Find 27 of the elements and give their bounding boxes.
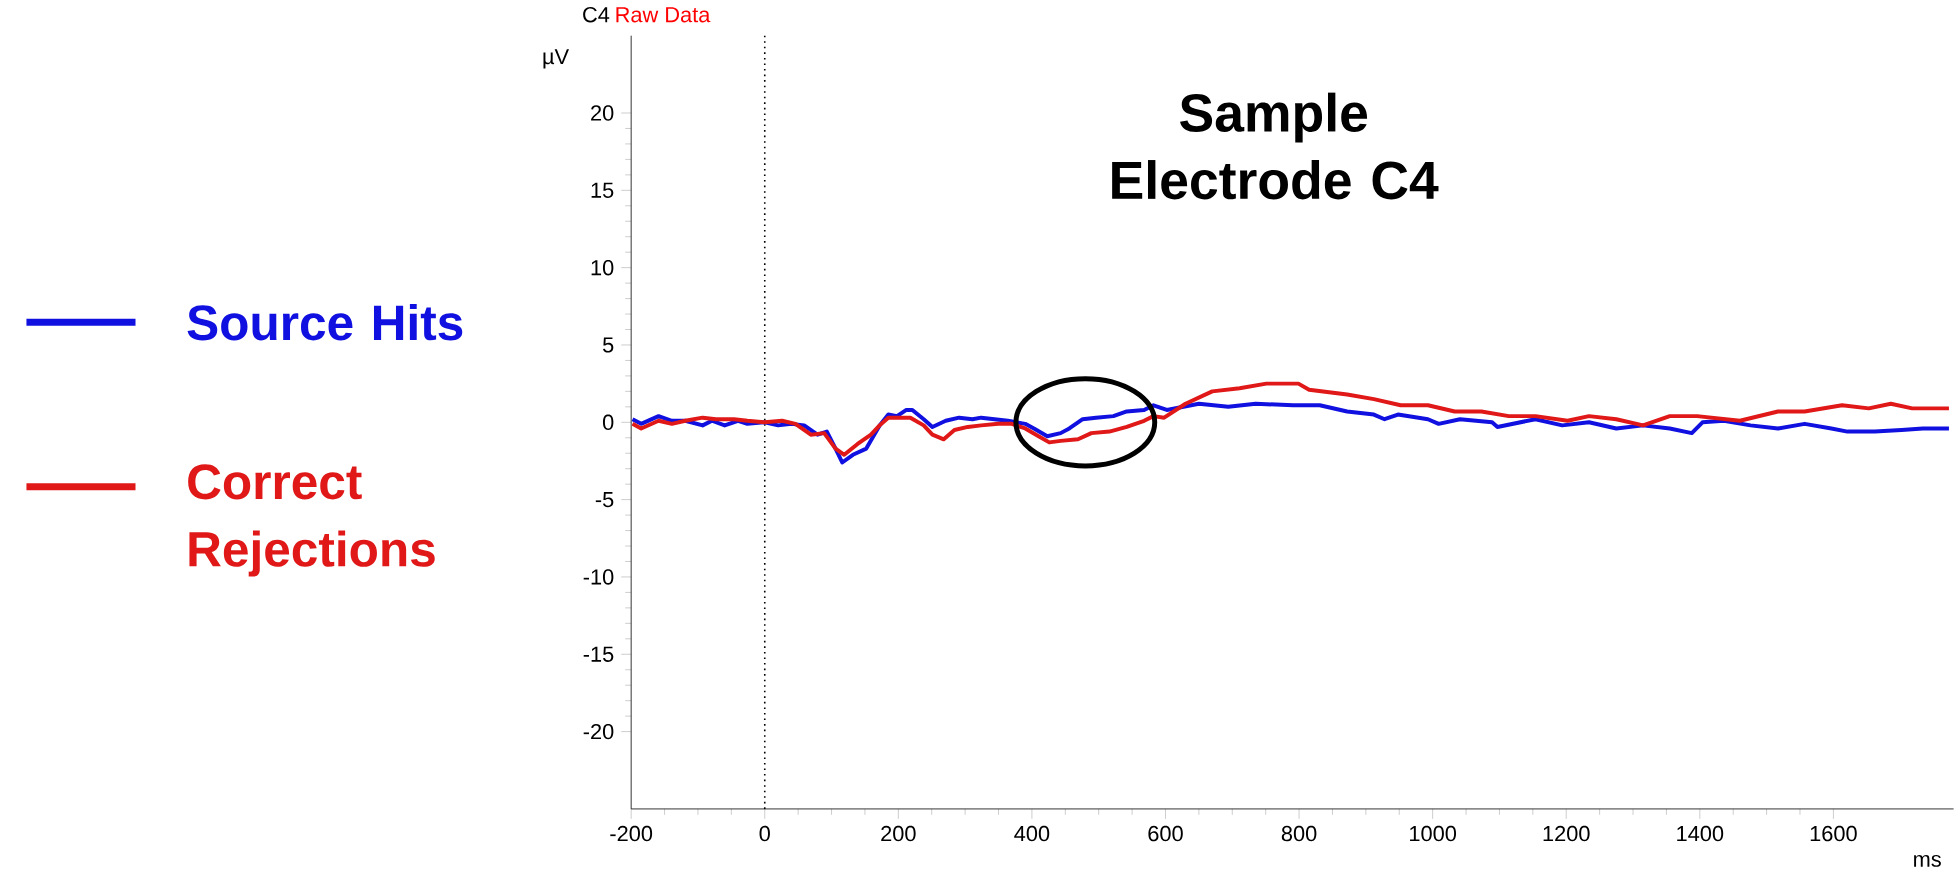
y-tick-label: -15 (583, 646, 614, 662)
x-tick-label: 200 (881, 825, 916, 842)
y-tick-label: -5 (595, 491, 614, 508)
text: Sample Electrode C4 (1112, 92, 1439, 200)
x-tick-label: 1400 (1677, 825, 1724, 842)
line-series (630, 381, 1951, 457)
y-tick-label: 20 (591, 105, 614, 121)
x-tick-label: 1000 (1410, 825, 1457, 842)
legend-label: Correct Rejections (188, 464, 435, 577)
y-tick-label: -10 (583, 569, 614, 585)
x-tick-label: 400 (1014, 825, 1050, 842)
x-tick-label: 1200 (1543, 825, 1590, 842)
y-tick-label: 5 (602, 337, 614, 353)
text: Raw Data (616, 6, 711, 23)
x-tick-label: -200 (610, 825, 653, 842)
y-tick-label: -20 (583, 723, 614, 740)
y-axis-title: µV (543, 48, 569, 69)
x-tick-label: 600 (1148, 825, 1183, 842)
legend-label: Source Hits (187, 303, 463, 341)
text: C4 (583, 6, 610, 23)
y-tick-label: 10 (591, 259, 614, 276)
x-tick-label: 800 (1281, 825, 1317, 842)
y-tick-label: 0 (602, 414, 614, 430)
x-tick-label: 1600 (1810, 825, 1857, 842)
x-tick-label: 0 (759, 825, 770, 842)
x-axis-title: ms (1914, 854, 1941, 867)
y-tick-label: 15 (591, 182, 614, 198)
